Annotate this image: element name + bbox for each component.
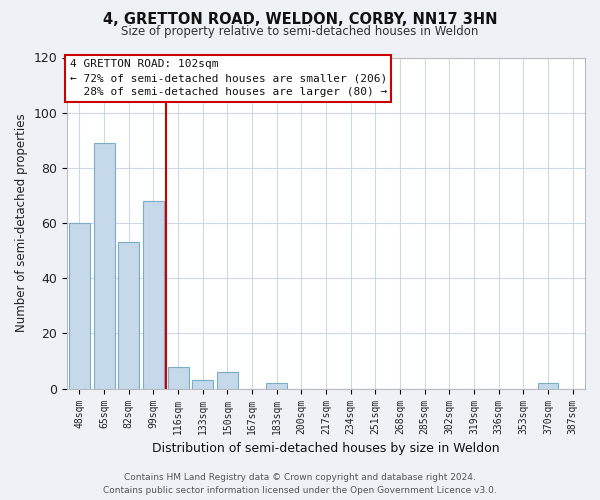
X-axis label: Distribution of semi-detached houses by size in Weldon: Distribution of semi-detached houses by …: [152, 442, 500, 455]
Text: 4 GRETTON ROAD: 102sqm
← 72% of semi-detached houses are smaller (206)
  28% of : 4 GRETTON ROAD: 102sqm ← 72% of semi-det…: [70, 59, 387, 97]
Text: Size of property relative to semi-detached houses in Weldon: Size of property relative to semi-detach…: [121, 25, 479, 38]
Bar: [192, 380, 213, 388]
Bar: [217, 372, 238, 388]
Bar: [118, 242, 139, 388]
Bar: [69, 223, 90, 388]
Bar: [266, 383, 287, 388]
Bar: [94, 143, 115, 388]
Text: 4, GRETTON ROAD, WELDON, CORBY, NN17 3HN: 4, GRETTON ROAD, WELDON, CORBY, NN17 3HN: [103, 12, 497, 28]
Bar: [167, 366, 188, 388]
Text: Contains HM Land Registry data © Crown copyright and database right 2024.
Contai: Contains HM Land Registry data © Crown c…: [103, 474, 497, 495]
Bar: [143, 201, 164, 388]
Y-axis label: Number of semi-detached properties: Number of semi-detached properties: [15, 114, 28, 332]
Bar: [538, 383, 559, 388]
